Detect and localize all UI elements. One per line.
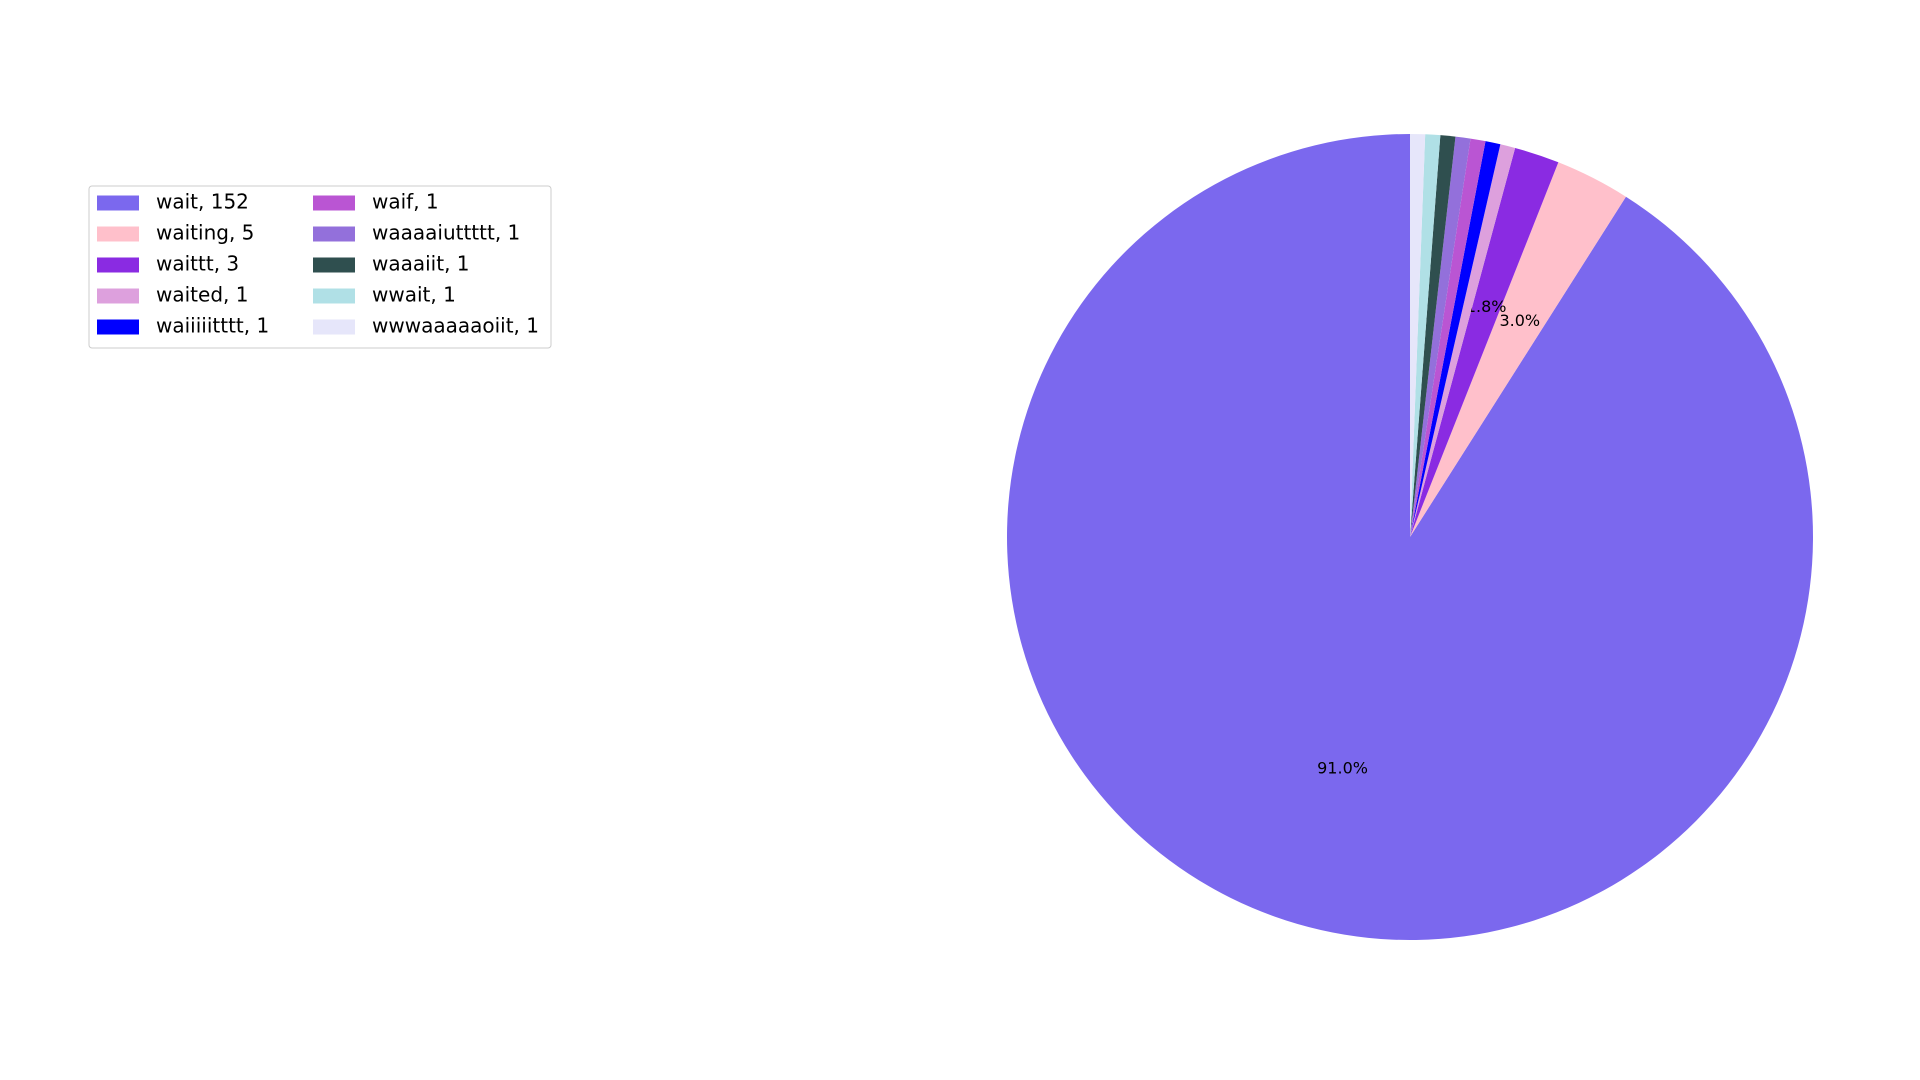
legend-swatch: [313, 319, 355, 335]
legend-swatch: [313, 257, 355, 273]
legend-label: waited, 1: [156, 283, 248, 307]
legend-swatch: [97, 288, 139, 304]
legend-swatch: [313, 195, 355, 211]
legend-label: wait, 152: [156, 190, 249, 214]
legend-swatch: [97, 195, 139, 211]
legend-label: wwwaaaaaoiit, 1: [372, 314, 539, 338]
legend-swatch: [313, 288, 355, 304]
slice-label: 91.0%: [1317, 759, 1368, 778]
pie-slice: [1410, 135, 1456, 537]
pie-slice: [1410, 141, 1501, 537]
legend-swatch: [313, 226, 355, 242]
legend-label: waittt, 3: [156, 252, 239, 276]
legend-label: wwait, 1: [372, 283, 456, 307]
legend-label: waaaaiuttttt, 1: [372, 221, 520, 245]
pie-slice: [1410, 144, 1516, 537]
legend-label: waaaiit, 1: [372, 252, 470, 276]
pie-slice: [1410, 147, 1559, 537]
pie-slice: [1410, 134, 1426, 537]
legend-swatch: [97, 226, 139, 242]
slice-label: 3.0%: [1499, 311, 1540, 330]
legend-label: waiiiiitttt, 1: [156, 314, 269, 338]
slice-label: 1.8%: [1466, 297, 1507, 316]
pie-slice: [1410, 134, 1441, 537]
pie-slice: [1410, 138, 1486, 537]
legend-swatch: [97, 257, 139, 273]
legend-swatch: [97, 319, 139, 335]
pie-slice: [1410, 136, 1471, 537]
legend-label: waiting, 5: [156, 221, 254, 245]
legend-label: waif, 1: [372, 190, 439, 214]
pie-slice: [1410, 162, 1626, 537]
